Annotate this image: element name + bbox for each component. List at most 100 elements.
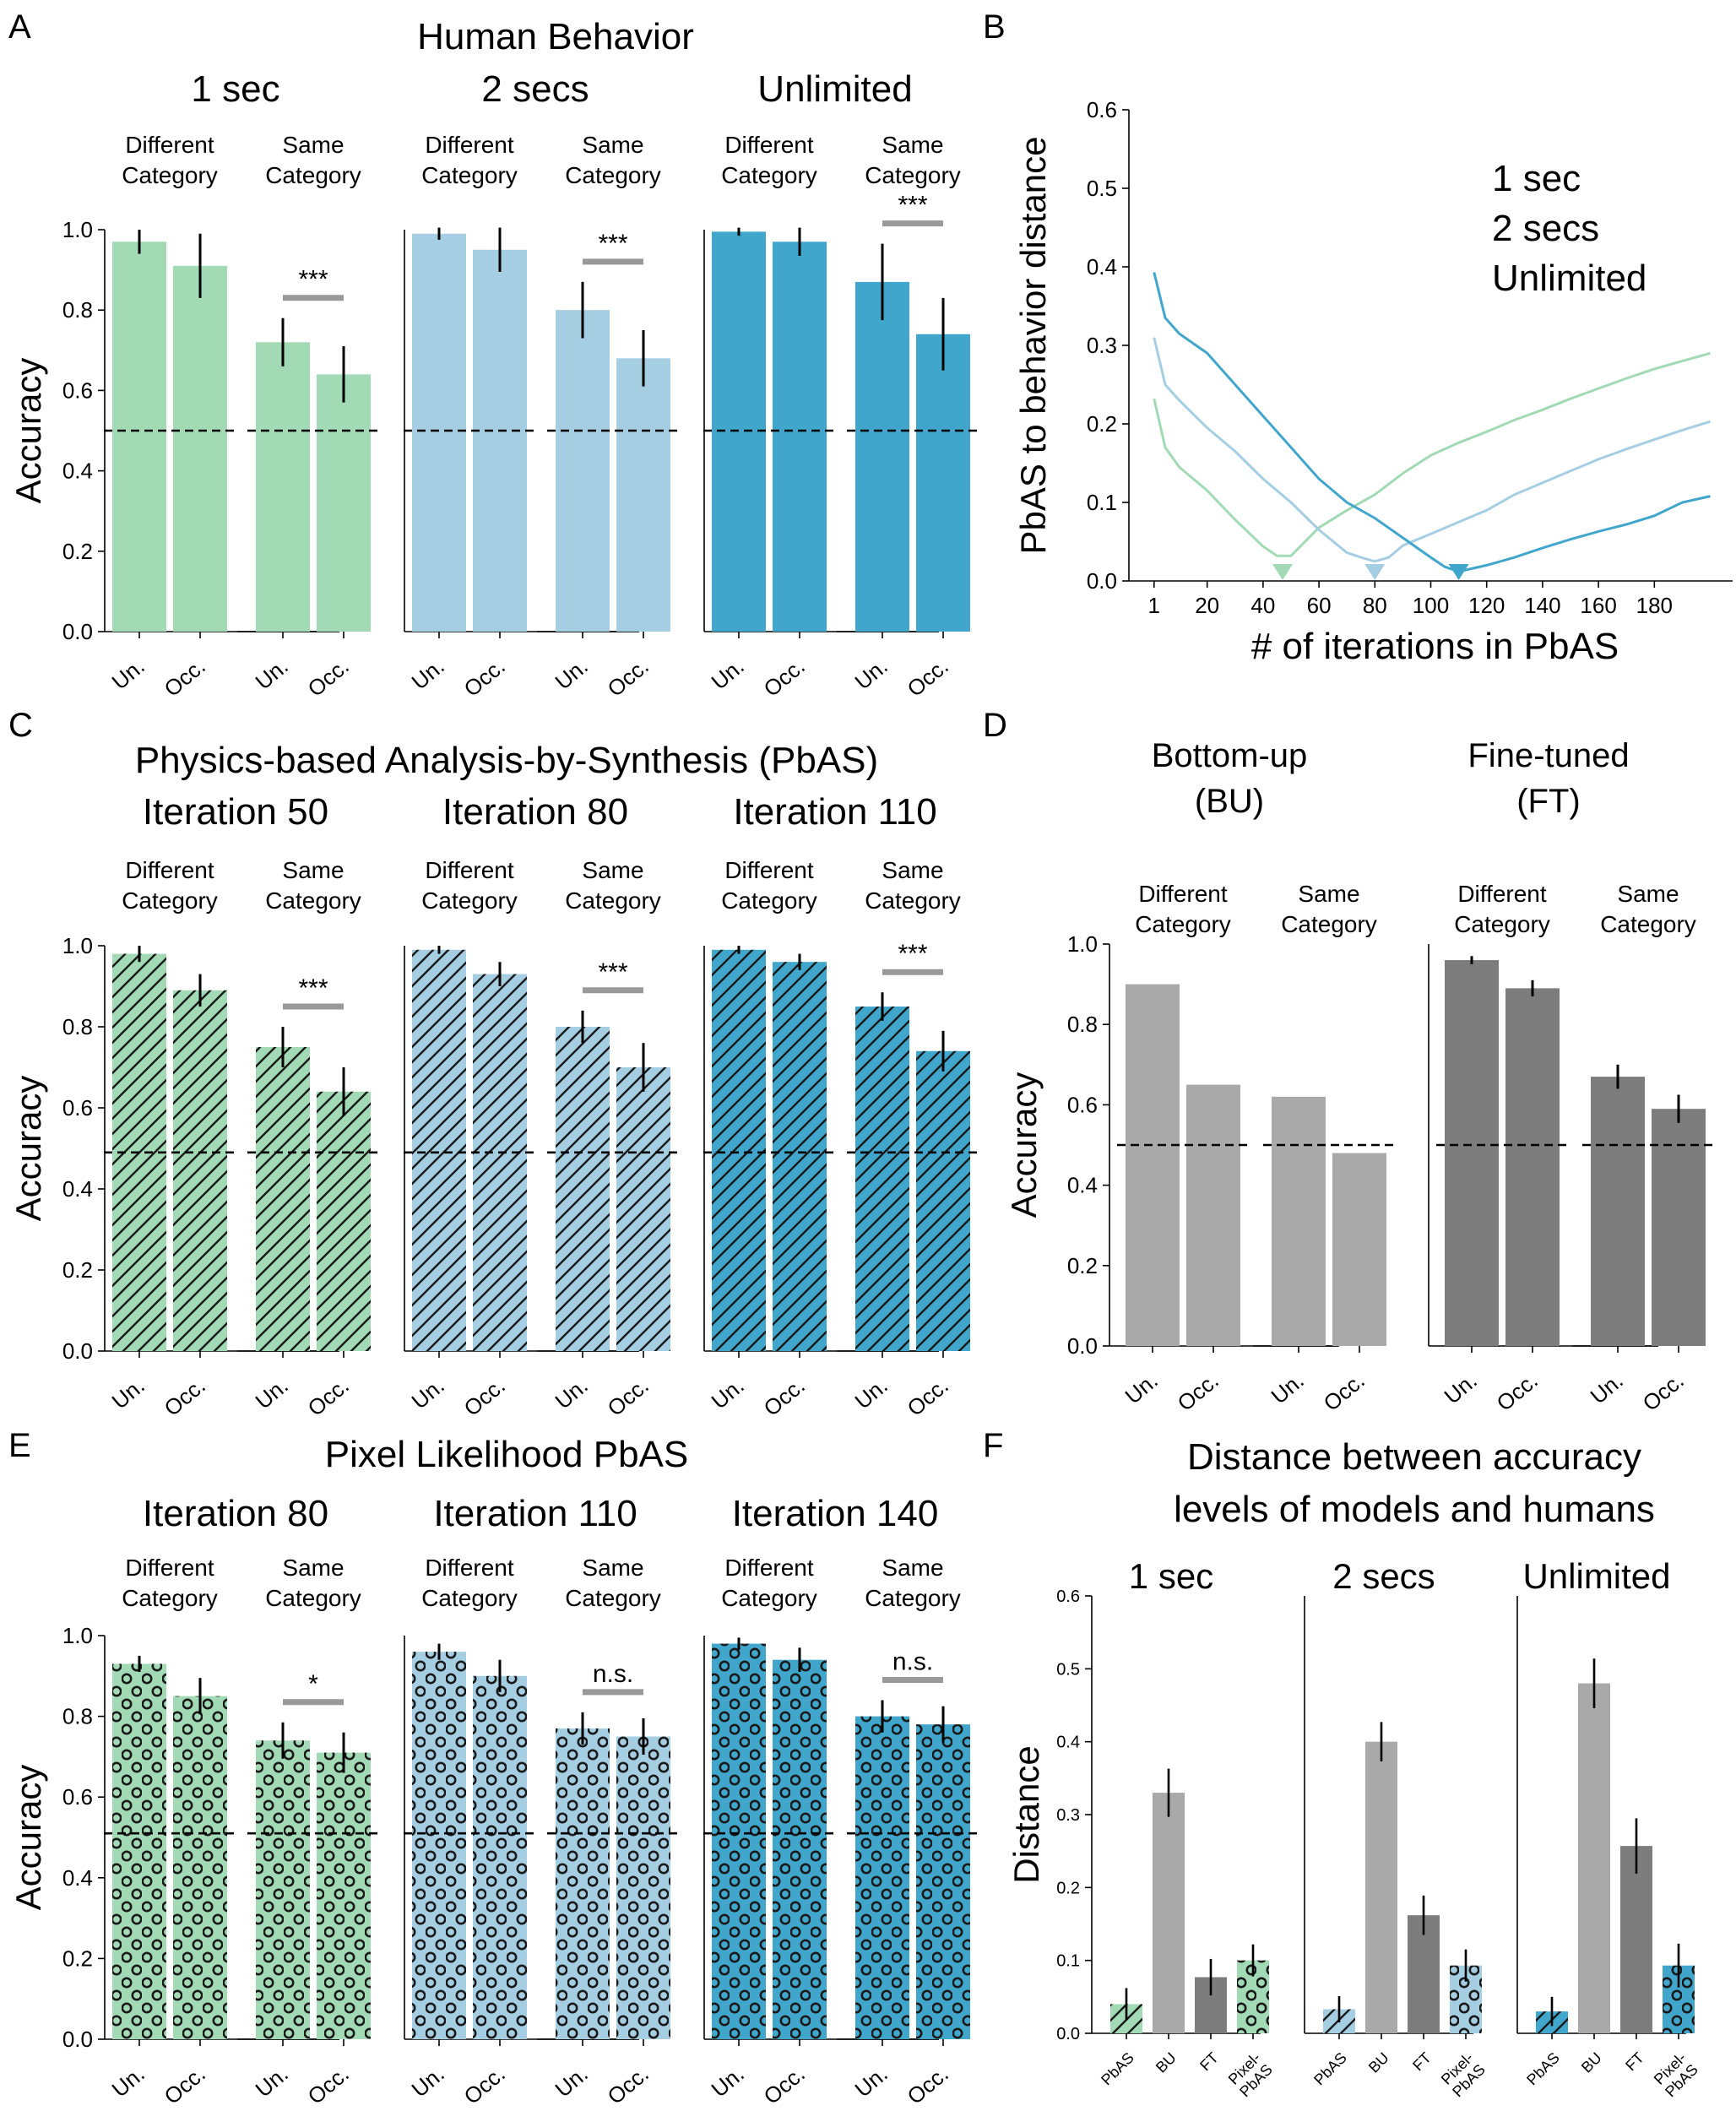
y-tick-label: 0.6 (1087, 97, 1117, 122)
x-tick-label: 180 (1636, 593, 1673, 618)
category-label: Different (425, 1555, 514, 1581)
y-axis-label: Accuracy (8, 1765, 48, 1911)
category-label: Same (882, 1555, 943, 1581)
bar-pattern (773, 962, 827, 1351)
y-tick-label: 0.4 (1056, 1734, 1080, 1752)
category-label: Different (125, 132, 214, 158)
bar-pattern (616, 1736, 670, 2039)
x-tick-label: Un. (407, 2061, 449, 2103)
bar (773, 241, 827, 632)
panel-letter: D (983, 707, 1007, 744)
panel-b: B0.00.10.20.30.40.50.61 20 40 60 80 100 120 140… (983, 8, 1733, 667)
bar (1186, 1084, 1240, 1346)
x-tick-label: 80 (1363, 593, 1387, 618)
legend-label: 1 sec (1492, 158, 1581, 199)
group-label: Unlimited (1522, 1556, 1670, 1596)
x-tick-label: Un. (107, 2061, 149, 2103)
x-tick-label: Occ. (303, 2061, 354, 2109)
category-label: Same (582, 1555, 643, 1581)
x-tick-label: 60 (1307, 593, 1332, 618)
x-tick-label: Occ. (303, 654, 354, 702)
bar (556, 310, 610, 632)
x-tick-label: Occ. (1173, 1368, 1223, 1416)
minimum-marker (1272, 564, 1294, 580)
x-tick-label: Un. (850, 2061, 892, 2103)
group-label: 2 secs (481, 68, 589, 110)
y-tick-label: 0.6 (62, 377, 93, 403)
x-tick-label: Occ. (459, 654, 510, 702)
bar (1652, 1109, 1706, 1346)
panel-letter: A (8, 8, 31, 46)
y-tick-label: 0.5 (1056, 1660, 1080, 1679)
x-tick-label: FT (1196, 2049, 1222, 2075)
category-label: Category (1454, 911, 1550, 937)
category-label: Different (125, 857, 214, 883)
bar (1153, 1793, 1185, 2033)
minimum-marker (1364, 564, 1386, 580)
group-label: Iteration 80 (442, 791, 628, 833)
category-label: Category (122, 1585, 218, 1611)
y-tick-label: 0.4 (62, 1176, 93, 1202)
y-axis-label: Distance (1006, 1745, 1046, 1883)
bar (173, 265, 227, 632)
group-label: Iteration 110 (733, 791, 936, 833)
x-tick-label: Un. (551, 2061, 593, 2103)
bar (112, 241, 166, 632)
category-label: Category (1281, 911, 1377, 937)
y-tick-label: 0.2 (1087, 411, 1117, 437)
y-tick-label: 0.4 (1087, 254, 1117, 279)
category-label: Category (565, 162, 661, 188)
legend-label: 2 secs (1492, 208, 1599, 249)
category-label: Category (421, 1585, 518, 1611)
x-tick-label: Occ. (1638, 1368, 1689, 1416)
x-tick-label: Un. (107, 654, 149, 695)
x-tick-label: Occ. (459, 2061, 510, 2109)
x-tick-label: Un. (707, 1373, 749, 1414)
bar-pattern (916, 1724, 970, 2039)
bar (1445, 960, 1499, 1346)
y-tick-label: 0.1 (1056, 1952, 1080, 1971)
bar-pattern (556, 1027, 610, 1351)
panel-e: E Pixel Likelihood PbAS Accuracy Iteration … (8, 1427, 979, 2109)
category-label: Same (882, 132, 943, 158)
panel-title: Human Behavior (417, 16, 694, 57)
y-tick-label: 0.0 (62, 619, 93, 644)
bar-pattern (916, 1050, 970, 1351)
x-tick-label: Un. (251, 2061, 293, 2103)
y-tick-label: 0.5 (1087, 176, 1117, 201)
x-tick-label: Un. (850, 1373, 892, 1414)
y-axis-label: PbAS to behavior distance (1013, 137, 1053, 555)
y-tick-label: 0.4 (1067, 1173, 1098, 1198)
y-tick-label: 0.0 (1087, 568, 1117, 594)
y-tick-label: 0.3 (1087, 333, 1117, 358)
category-label: Different (1138, 881, 1228, 907)
category-label: Category (721, 162, 817, 188)
x-tick-label: Un. (407, 654, 449, 695)
y-tick-label: 0.6 (62, 1784, 93, 1810)
x-tick-label: Occ. (759, 654, 810, 702)
bar-pattern (855, 1716, 909, 2039)
category-label: Category (265, 1585, 361, 1611)
category-label: Category (565, 1585, 661, 1611)
x-tick-label: Occ. (603, 1373, 654, 1421)
x-tick-label: Un. (251, 654, 293, 695)
bar (317, 374, 371, 632)
x-tick-label: Un. (707, 2061, 749, 2103)
x-tick-label: 120 (1468, 593, 1505, 618)
group-label: Iteration 140 (732, 1493, 939, 1534)
category-label: Different (425, 857, 514, 883)
y-tick-label: 0.0 (62, 2027, 93, 2052)
panel-title: Physics-based Analysis-by-Synthesis (PbA… (135, 740, 878, 781)
x-tick-label: Occ. (160, 2061, 210, 2109)
group-label: 1 sec (191, 68, 279, 110)
x-tick-label: Un. (251, 1373, 293, 1414)
y-tick-label: 0.8 (62, 297, 93, 323)
category-label: Category (265, 887, 361, 914)
group-label: 1 sec (1129, 1556, 1213, 1596)
bar (473, 249, 527, 632)
y-tick-label: 0.8 (1067, 1012, 1098, 1037)
x-tick-label: 20 (1195, 593, 1219, 618)
bar (616, 358, 670, 632)
x-tick-label: Occ. (603, 2061, 654, 2109)
bar-pattern (773, 1659, 827, 2039)
